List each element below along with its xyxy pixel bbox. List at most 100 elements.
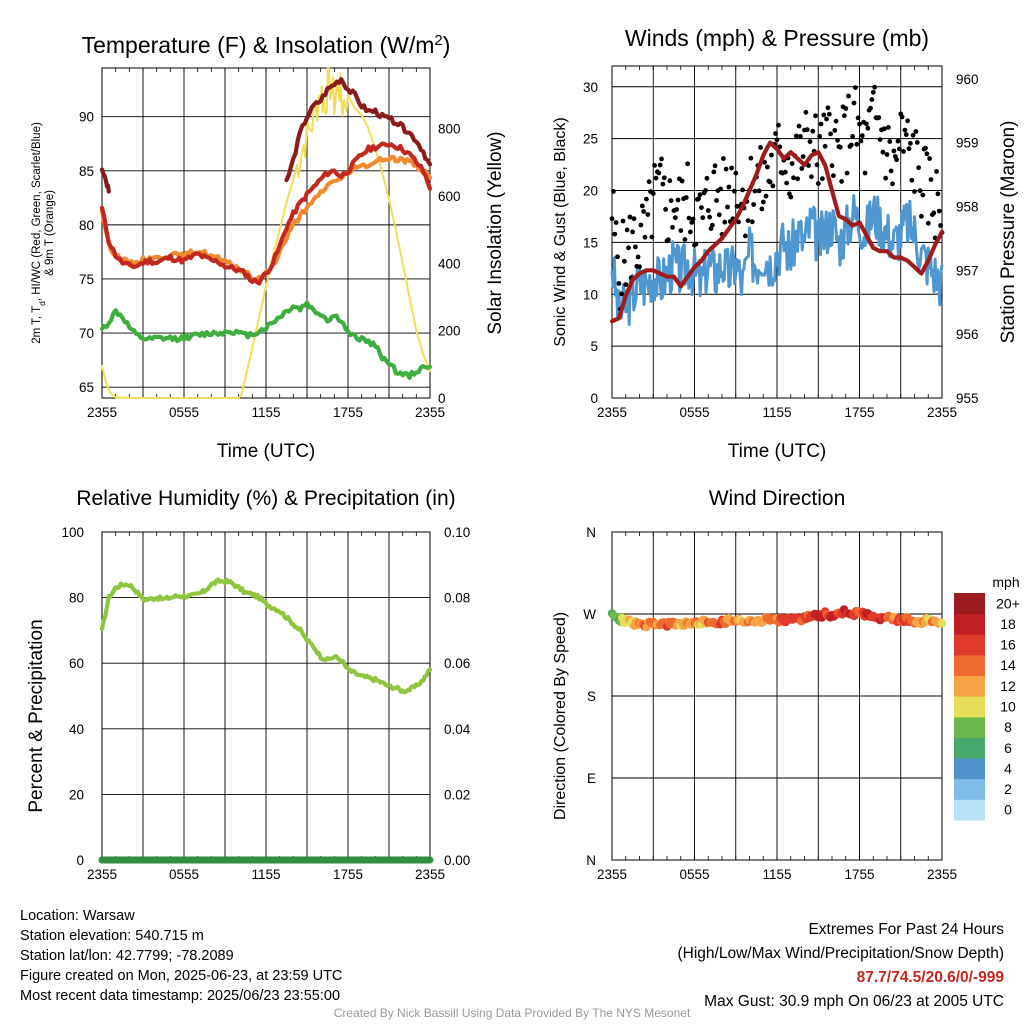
rh-panel-x-tick-label: 0555 [169,867,199,882]
gust-point [909,177,915,183]
dir-panel-x-tick-label: 2355 [927,867,957,882]
temp-x-label: Time (UTC) [217,441,316,462]
wind-title: Winds (mph) & Pressure (mb) [625,25,929,51]
dir-panel-x-tick-label: 0555 [679,867,709,882]
gust-point [678,228,684,234]
extremes-title: Extremes For Past 24 Hours [808,921,1004,938]
gust-point [899,114,905,120]
gust-point [635,254,641,260]
gust-point [895,138,901,144]
temp-y-tick-label: 90 [79,110,94,125]
gust-point [843,106,849,111]
gust-point [859,133,865,139]
gust-point [690,216,696,222]
station-location: Location: Warsaw [20,908,135,924]
gust-point [925,220,931,226]
temp-y-label-line2: & 9m T (Orange) [44,190,56,276]
gust-point [833,118,839,124]
temp-title-end: ) [443,32,451,58]
gust-point [894,157,899,163]
gust-point [630,229,635,235]
gust-point [813,113,818,119]
gust-point [711,169,717,175]
gust-point [857,121,862,127]
heat-index-line [284,77,433,183]
gust-point [853,85,858,90]
gust-point [821,112,827,118]
gust-point [814,162,820,168]
colorbar-label: 16 [1000,637,1016,653]
temp-title: Temperature (F) & Insolation (W/m2) [82,32,451,59]
gust-point [650,191,656,196]
gust-point [620,218,626,224]
colorbar-swatch [954,758,985,780]
wind-y-tick-label: 5 [590,339,598,354]
rh-panel-x-tick-label: 2355 [87,867,117,882]
gust-point [844,170,850,176]
gust-point [733,170,739,176]
gust-point [912,189,917,194]
gust-point [938,223,943,228]
insolation-y-tick-label: 200 [438,324,461,339]
temp-panel-x-tick-label: 1755 [333,405,363,420]
colorbar-swatch [954,593,985,615]
gust-point [858,138,864,144]
gust-point [740,187,745,193]
gust-point [622,258,627,264]
colorbar-swatch [954,799,985,821]
wind-y-tick-label: 15 [583,235,598,250]
extremes-panel: Extremes For Past 24 Hours (High/Low/Max… [678,918,1005,1014]
gust-point [639,203,645,209]
gust-point [920,192,926,198]
gust-point [888,168,894,174]
dewpoint-line [99,300,433,380]
gust-point [832,127,838,133]
rh-panel-x-tick-label: 1755 [333,867,363,882]
temp-y-tick-label: 75 [79,272,94,287]
colorbar-swatch [954,696,985,718]
gust-point [674,207,679,212]
gust-point [672,215,678,221]
colorbar-swatch [954,654,985,676]
gust-point [612,231,618,237]
station-elevation: Station elevation: 540.715 m [20,928,204,944]
gust-point [721,156,726,161]
gust-point [726,184,732,190]
gust-point [872,84,877,90]
gust-point [917,188,923,194]
wind-y-tick-label: 0 [590,391,598,406]
gust-point [788,194,794,200]
gust-point [914,140,920,145]
gust-point [699,205,704,211]
insolation-y-tick-label: 600 [438,189,461,204]
gust-point [851,100,857,106]
station-info: Location: Warsaw Station elevation: 540.… [20,906,342,1006]
gust-point [646,179,652,185]
gust-point [716,212,722,218]
gust-point [855,115,861,121]
figure-created: Figure created on Mon, 2025-06-23, at 23… [20,968,343,984]
gust-point [743,233,748,239]
wind-panel-x-tick-label: 0555 [679,405,709,420]
gust-point [919,213,924,219]
gust-point [652,163,657,168]
gust-point [688,229,693,235]
precip-y-tick-label: 0.06 [444,656,470,671]
gust-point [824,116,829,122]
colorbar-label: 6 [1004,740,1012,756]
gust-point [663,207,668,212]
gust-point [865,125,871,131]
pressure-y-tick-label: 959 [956,136,979,151]
gust-point [653,175,659,181]
dir-title: Wind Direction [709,487,846,510]
gust-point [905,118,910,124]
gust-point [799,166,805,171]
gust-point [936,208,942,214]
extremes-values: 87.7/74.5/20.6/0/-999 [856,969,1004,986]
temp-title-sup: 2 [434,32,442,49]
insolation-line [101,67,431,399]
colorbar-swatch [954,778,985,800]
gust-point [616,281,622,286]
gust-point [769,152,774,158]
wind-y-label: Sonic Wind & Gust (Blue, Black) [552,117,569,346]
